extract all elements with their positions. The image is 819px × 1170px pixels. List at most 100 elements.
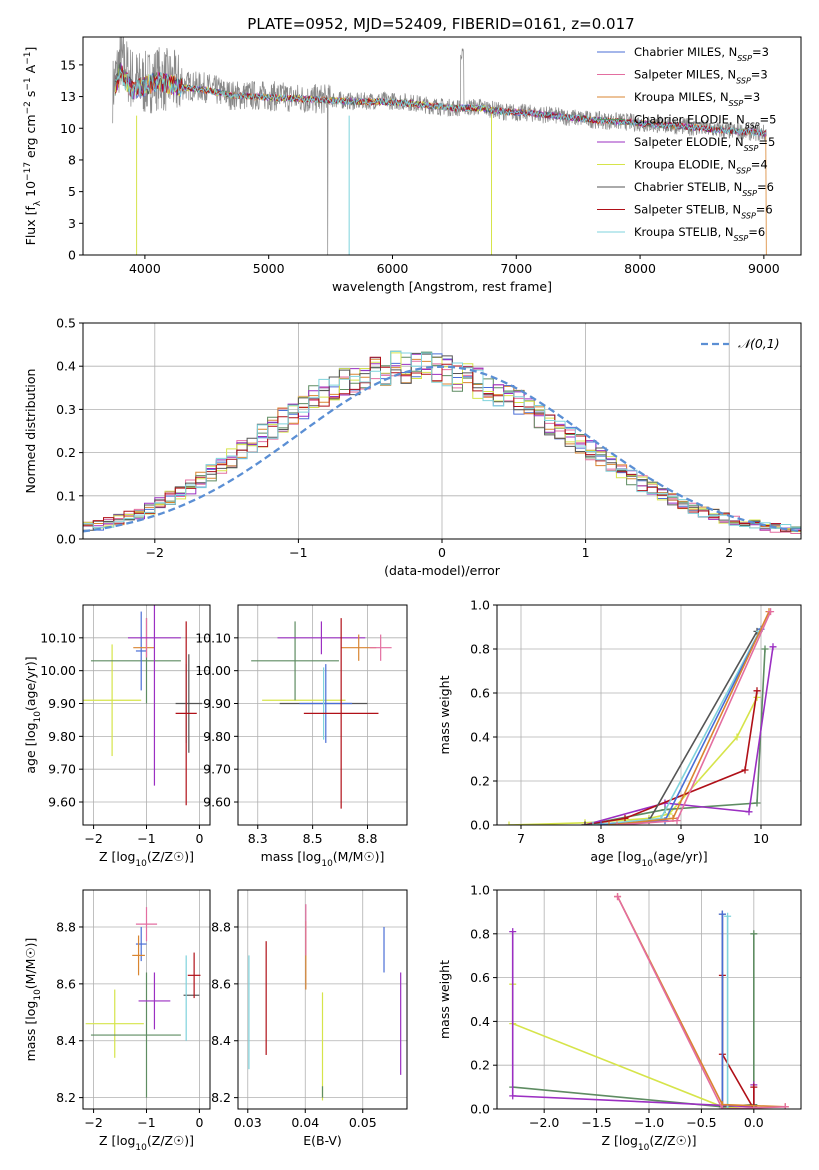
plus-marker	[767, 608, 775, 616]
x-tick-label: −2	[84, 831, 102, 846]
plus-marker	[769, 643, 777, 651]
x-tick-label: −1	[137, 1115, 155, 1130]
plus-marker	[509, 1092, 517, 1100]
x-tick-label: −1.5	[581, 1115, 611, 1130]
legend-entry: Chabrier STELIB, NSSP=6	[634, 180, 774, 198]
plus-marker	[750, 1083, 758, 1091]
x-tick-label: 0.03	[234, 1115, 262, 1130]
x-tick-label: 8000	[624, 261, 656, 276]
x-tick-label: −2.0	[529, 1115, 559, 1130]
plot-area-spectrum	[112, 37, 767, 255]
x-tick-label: −2	[146, 545, 164, 560]
x-tick-label: 0.04	[291, 1115, 319, 1130]
legend-entry: Kroupa ELODIE, NSSP=4	[634, 158, 768, 176]
y-tick-label: 0.8	[470, 926, 490, 941]
y-tick-label: 0.2	[470, 1058, 490, 1073]
mass-weight-line	[512, 933, 755, 1108]
y-tick-label: 0.6	[470, 686, 490, 701]
plus-marker	[733, 733, 741, 741]
y-tick-label: 8.2	[56, 1090, 76, 1105]
plus-marker	[750, 1105, 758, 1109]
y-tick-label: 9.90	[48, 696, 76, 711]
mass-weight-line	[511, 931, 755, 1108]
axes-z_age: −2 −1 0 9.60 9.70 9.80 9.90 10.00 10.10 Z [log10(…	[23, 604, 211, 869]
plot-area-ebv_mass	[248, 904, 402, 1101]
axes-spectrum: 4000 5000 6000 7000 8000 9000 0 3 5 8 10 13 15 wavele…	[23, 36, 802, 294]
y-tick-label: 8.8	[211, 919, 231, 934]
mass-weight-line	[616, 896, 786, 1109]
y-tick-label: 0.4	[470, 730, 490, 745]
plus-marker	[741, 766, 749, 774]
plus-marker	[509, 928, 517, 936]
x-tick-label: −1	[137, 831, 155, 846]
plus-marker	[718, 1105, 726, 1109]
spectrum-legend: Chabrier MILES, NSSP=3 Salpeter MILES, NS…	[597, 45, 776, 243]
plot-area-z_age	[83, 605, 203, 806]
x-tick-label: 8	[597, 831, 605, 846]
plus-marker	[761, 645, 769, 653]
plot-area-z_mw	[509, 893, 789, 1109]
y-tick-label: 1.0	[470, 598, 490, 613]
x-tick-label: −2	[84, 1115, 102, 1130]
y-tick-label: 9.90	[203, 696, 231, 711]
x-tick-label: 0	[195, 831, 203, 846]
plus-marker	[745, 808, 753, 816]
x-tick-label: 0.0	[744, 1115, 764, 1130]
y-tick-label: 8.4	[211, 1033, 231, 1048]
legend-entry: Salpeter ELODIE, NSSP=5	[634, 135, 775, 153]
x-tick-label: 0	[195, 1115, 203, 1130]
axes-frame	[82, 36, 802, 256]
x-tick-label: 7	[517, 831, 525, 846]
plus-marker	[718, 910, 726, 918]
x-axis-label: Z [log10(Z/Z☉)]	[601, 1133, 696, 1153]
y-axis-label: Normed distribution	[23, 369, 38, 494]
plot-area-age_mw	[505, 608, 777, 825]
observed-spectrum-line	[112, 37, 767, 255]
plus-marker	[673, 817, 681, 825]
y-tick-label: 15	[60, 57, 76, 72]
y-axis-label: mass weight	[437, 675, 452, 754]
x-tick-label: 8.5	[303, 831, 323, 846]
plus-marker	[724, 1105, 732, 1109]
axes-z_mass: −2 −1 0 8.2 8.4 8.6 8.8 Z [log10(Z/Z☉)] mass [lo…	[23, 889, 211, 1153]
legend-entry: Salpeter MILES, NSSP=3	[634, 68, 768, 86]
y-axis-label: mass [log10(M/M☉)]	[23, 938, 43, 1062]
legend-entry: Chabrier MILES, NSSP=3	[634, 45, 769, 63]
x-tick-label: 5000	[253, 261, 285, 276]
y-tick-label: 5	[68, 184, 76, 199]
y-tick-label: 0.0	[470, 818, 490, 833]
x-tick-label: 0.05	[349, 1115, 377, 1130]
x-tick-label: 1	[582, 545, 590, 560]
y-tick-label: 10.10	[40, 630, 76, 645]
plus-marker	[781, 1103, 789, 1109]
y-tick-label: 13	[60, 89, 76, 104]
y-axis-label: mass weight	[437, 960, 452, 1039]
y-tick-label: 8.8	[56, 919, 76, 934]
x-tick-label: −1	[289, 545, 307, 560]
y-axis-label: Flux [fλ 10−17 erg cm−2 s−1 A−1]	[23, 47, 43, 246]
axes-age_mw: 7 8 9 10 0.0 0.2 0.4 0.6 0.8 1.0 age [log10(age/yr…	[437, 598, 802, 869]
mass-weight-line	[584, 646, 774, 825]
x-axis-label: (data-model)/error	[384, 563, 501, 578]
plus-marker	[613, 821, 621, 825]
mass-weight-line	[616, 611, 772, 825]
plot-area-z_mass	[85, 907, 201, 1098]
normal-reference-curve	[83, 365, 801, 533]
x-tick-label: 0	[438, 545, 446, 560]
y-tick-label: 10.00	[195, 663, 231, 678]
y-tick-label: 0.0	[470, 1102, 490, 1117]
x-axis-label: mass [log10(M/M☉)]	[261, 849, 385, 869]
axes-frame	[496, 604, 802, 826]
axes-frame	[237, 604, 408, 826]
axes-frame	[237, 889, 408, 1110]
mass-weight-line	[726, 916, 754, 1109]
histogram-kroupa-stelib	[83, 351, 801, 539]
x-tick-label: 9000	[748, 261, 780, 276]
y-tick-label: 10.00	[40, 663, 76, 678]
plus-marker	[724, 912, 732, 920]
y-tick-label: 9.60	[48, 795, 76, 810]
plot-area-residual_hist	[83, 350, 801, 539]
mass-weight-line	[508, 697, 758, 825]
y-tick-label: 3	[68, 216, 76, 231]
